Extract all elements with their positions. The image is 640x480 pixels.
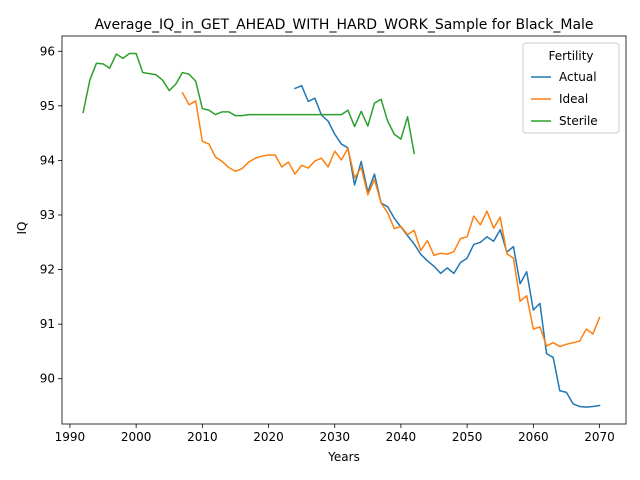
x-tick-label: 2000 (121, 430, 152, 444)
legend: Fertility Actual Ideal Sterile (522, 42, 620, 134)
y-tick-label: 90 (40, 372, 55, 386)
legend-label-actual: Actual (559, 70, 597, 84)
legend-box (522, 42, 620, 134)
chart-title: Average_IQ_in_GET_AHEAD_WITH_HARD_WORK_S… (94, 17, 593, 33)
x-tick-label: 2040 (386, 430, 417, 444)
x-tick-label: 2010 (187, 430, 218, 444)
y-tick-label: 92 (40, 263, 55, 277)
y-tick-label: 96 (40, 44, 55, 58)
y-tick-label: 91 (40, 317, 55, 331)
legend-title: Fertility (548, 49, 593, 63)
axes: 1990 2000 2010 2020 2030 2040 2050 2060 2070 90 91… (40, 35, 627, 444)
axes-frame (61, 35, 627, 425)
x-tick-label: 2020 (253, 430, 284, 444)
x-tick-label: 2030 (319, 430, 350, 444)
y-tick-label: 94 (40, 153, 55, 167)
plot-area (82, 52, 601, 408)
y-axis-label: IQ (15, 222, 29, 235)
x-tick-label: 2060 (518, 430, 549, 444)
y-tick-label: 95 (40, 99, 55, 113)
x-axis-label: Years (327, 450, 360, 464)
y-tick-label: 93 (40, 208, 55, 222)
x-tick-label: 2050 (452, 430, 483, 444)
series-line-actual (294, 84, 601, 408)
legend-label-ideal: Ideal (559, 92, 588, 106)
x-tick-label: 2070 (584, 430, 615, 444)
x-tick-label: 1990 (55, 430, 86, 444)
series-line-sterile (82, 52, 416, 155)
legend-label-sterile: Sterile (559, 114, 598, 128)
series-line-ideal (181, 91, 601, 348)
